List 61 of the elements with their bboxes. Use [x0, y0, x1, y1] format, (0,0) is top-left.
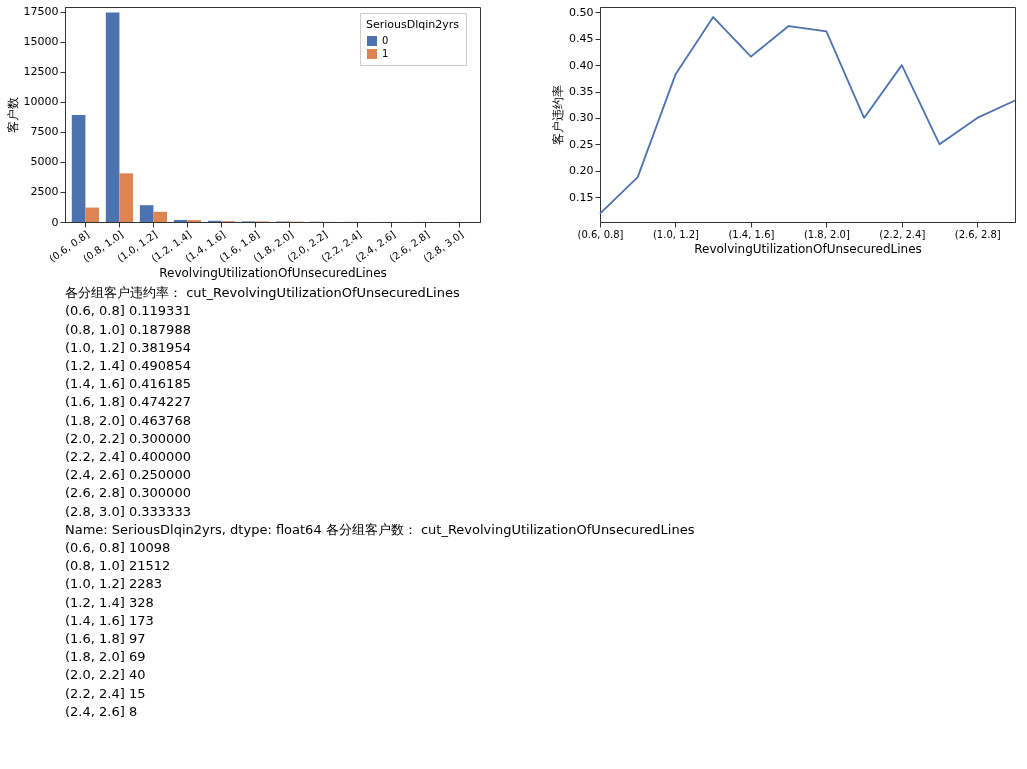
y-tick-label: 0.35	[569, 85, 594, 99]
text: (2.0, 2.2] 40	[65, 667, 146, 683]
bar	[85, 207, 100, 222]
text: (0.6, 0.8] 0.119331	[65, 303, 191, 319]
text: (1.4, 1.6] 0.416185	[65, 376, 191, 392]
y-tick-label: 10000	[23, 95, 59, 109]
y-axis-title: 客户数	[5, 97, 20, 133]
text: (1.4, 1.6] 173	[65, 612, 154, 628]
text: (1.0, 1.2] 0.381954	[65, 339, 191, 355]
x-tick-label: (1.0, 1.2]	[652, 228, 700, 240]
text: (2.4, 2.6] 8	[65, 703, 138, 719]
y-tick-label: 0.40	[569, 58, 594, 72]
y-tick-label: 15000	[23, 35, 59, 49]
bar	[173, 219, 188, 222]
text: (1.2, 1.4] 328	[65, 594, 154, 610]
y-tick-label: 0	[51, 215, 59, 229]
y-tick-label: 0.15	[569, 190, 594, 204]
x-tick-label: (0.6, 0.8]	[577, 228, 624, 240]
text: (1.8, 2.0] 69	[65, 649, 146, 665]
y-tick-label: 5000	[30, 155, 59, 169]
text: Name: SeriousDlqin2yrs, dtype: float64 各分组客户数： cut_RevolvingUtilizationOfUnsecuredLines	[65, 521, 695, 537]
text: (2.0, 2.2] 0.300000	[65, 430, 191, 446]
bar	[105, 12, 120, 222]
text: (1.2, 1.4] 0.490854	[65, 357, 191, 373]
text: (0.8, 1.0] 21512	[65, 558, 171, 574]
y-tick-label: 0.30	[569, 111, 594, 125]
y-tick-label: 12500	[23, 65, 59, 79]
text: (1.0, 1.2] 2283	[65, 576, 162, 592]
text: (0.8, 1.0] 0.187988	[65, 321, 191, 337]
line-series	[599, 16, 1016, 215]
x-tick-label: (1.4, 1.6]	[728, 228, 775, 240]
text: (2.6, 2.8] 0.300000	[65, 485, 191, 501]
bar	[119, 173, 134, 222]
text: (2.8, 3.0] 0.333333	[65, 503, 191, 519]
y-tick-label: 0.45	[569, 32, 594, 46]
y-tick-label: 0.20	[569, 164, 594, 178]
text: (1.6, 1.8] 97	[65, 630, 146, 646]
text: (2.4, 2.6] 0.250000	[65, 467, 191, 483]
legend-label: 1	[382, 48, 389, 59]
x-axis-title: RevolvingUtilizationOfUnsecuredLines	[694, 241, 922, 256]
y-tick-label: 7500	[30, 125, 59, 139]
text: (0.6, 0.8] 10098	[65, 539, 171, 555]
legend-label: 0	[382, 35, 389, 46]
x-tick-label: (2.6, 2.8]	[954, 228, 1001, 240]
x-tick-label: (2.2, 2.4]	[879, 228, 926, 240]
bar	[71, 115, 86, 222]
y-tick-label: 0.25	[569, 137, 594, 151]
bar	[153, 211, 168, 222]
y-tick-label: 2500	[30, 185, 59, 199]
text: 各分组客户违约率： cut_RevolvingUtilizationOfUnsecuredLines	[65, 285, 460, 301]
text: (1.8, 2.0] 0.463768	[65, 412, 191, 428]
text: (2.2, 2.4] 15	[65, 685, 146, 701]
y-tick-label: 17500	[23, 5, 59, 19]
bar	[139, 205, 154, 222]
x-axis-title: RevolvingUtilizationOfUnsecuredLines	[159, 266, 387, 281]
text: (1.6, 1.8] 0.474227	[65, 394, 191, 410]
x-tick-label: (1.8, 2.0]	[803, 228, 850, 240]
y-tick-label: 0.50	[569, 5, 594, 19]
text: (2.2, 2.4] 0.400000	[65, 448, 191, 464]
y-axis-title: 客户违约率	[551, 85, 566, 145]
legend-title: SeriousDlqin2yrs	[366, 18, 460, 31]
